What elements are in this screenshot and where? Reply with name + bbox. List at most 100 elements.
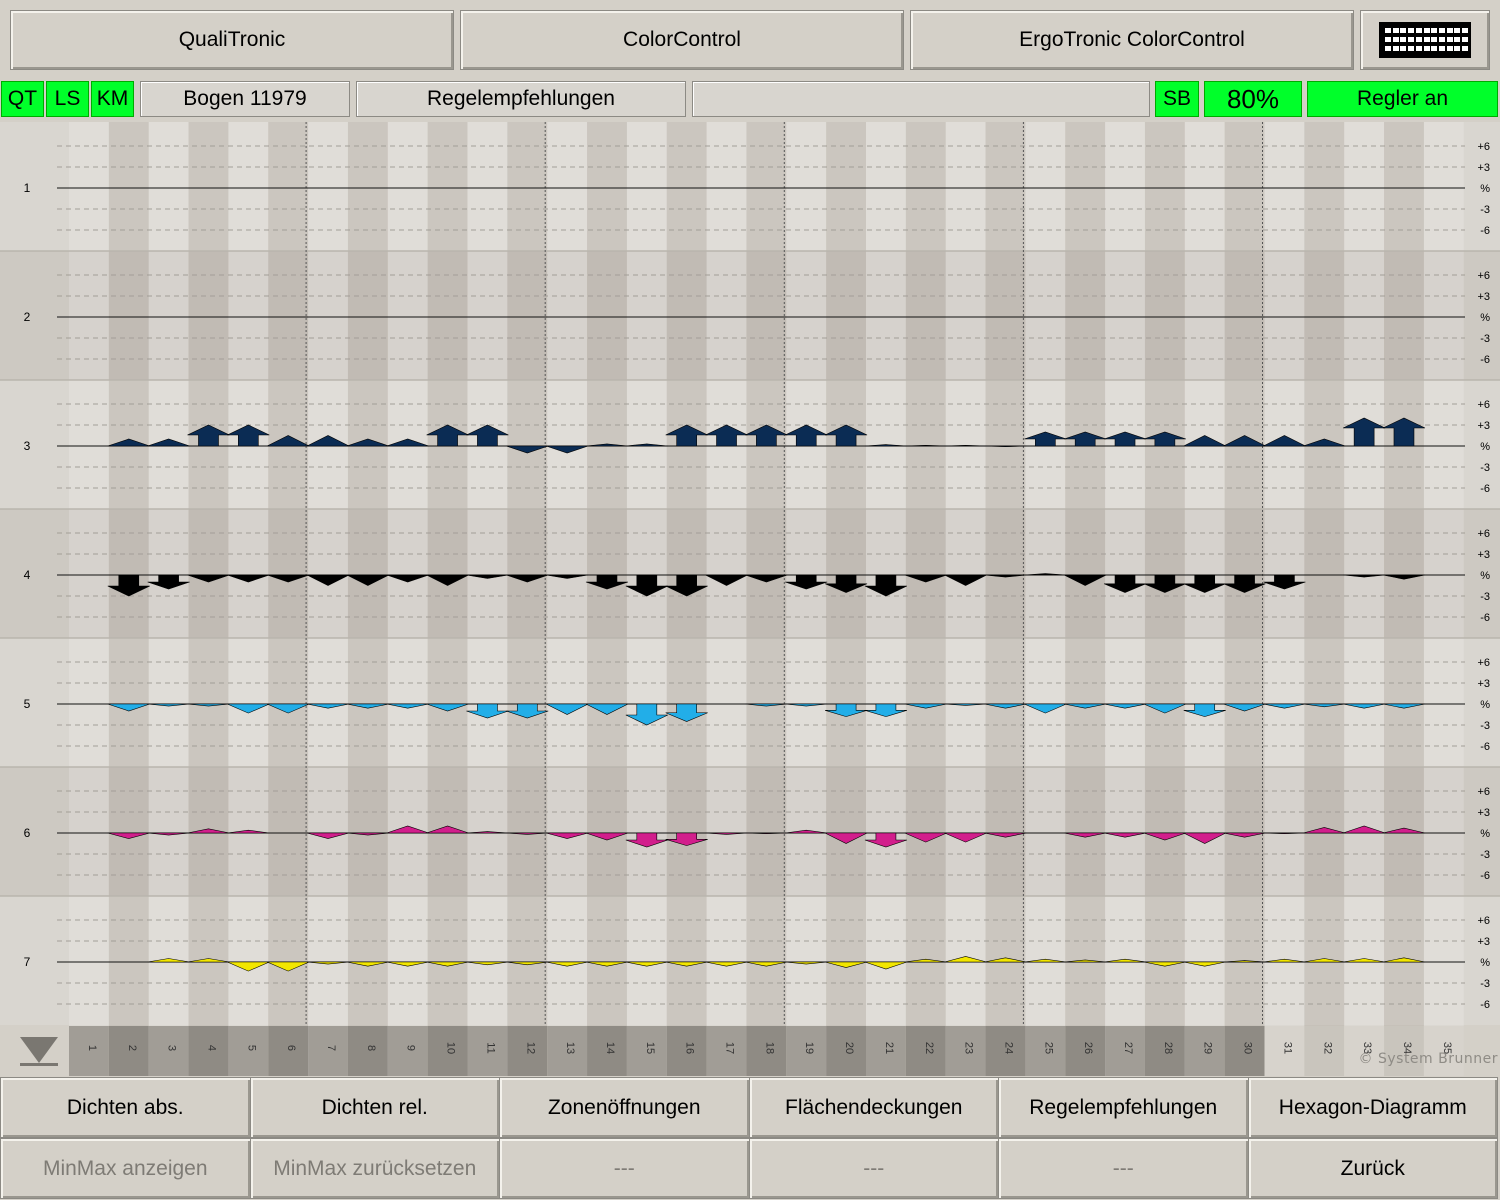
zone-stripe xyxy=(228,122,269,1026)
km-indicator: KM xyxy=(91,81,134,117)
sheet-number: Bogen 11979 xyxy=(140,81,350,117)
recommendation-arrow xyxy=(1143,832,1186,841)
recommendation-arrow xyxy=(1064,431,1107,447)
zone-cell xyxy=(507,1026,548,1076)
zone-label: 29 xyxy=(1202,1042,1214,1054)
keyboard-button[interactable] xyxy=(1360,10,1490,70)
mode-display-label: Regelempfehlungen xyxy=(427,87,615,110)
zone-cell xyxy=(587,1026,627,1076)
recommendation-arrow xyxy=(864,961,908,970)
recommendation-arrow xyxy=(1024,431,1067,447)
footer-button-1-6[interactable]: Hexagon-Diagramm xyxy=(1247,1077,1498,1138)
tab-colorcontrol-label: ColorControl xyxy=(623,28,741,51)
zone-cell xyxy=(108,1026,149,1076)
recommendation-arrow xyxy=(506,961,549,966)
recommendation-arrow xyxy=(1382,957,1426,963)
recommendation-arrow xyxy=(904,958,947,963)
tab-ergotronic-label: ErgoTronic ColorControl xyxy=(1019,28,1245,51)
zone-cell xyxy=(347,1026,388,1076)
recommendation-arrow xyxy=(745,961,788,967)
zone-cell xyxy=(188,1026,229,1076)
footer-button-1-4[interactable]: Flächendeckungen xyxy=(748,1077,999,1138)
zone-cell xyxy=(1224,1026,1265,1076)
recommendation-arrow xyxy=(1103,832,1147,838)
zone-stripe xyxy=(268,122,309,1026)
zone-cell xyxy=(666,1026,707,1076)
zone-label: 17 xyxy=(724,1042,736,1054)
zone-label: 7 xyxy=(325,1045,337,1051)
scale-label: -3 xyxy=(1480,333,1490,345)
scale-label: +3 xyxy=(1477,936,1490,948)
footer-button-2-2[interactable]: MinMax zurücksetzen xyxy=(249,1138,500,1199)
recommendation-arrow xyxy=(625,961,668,967)
zone-stripe xyxy=(1423,122,1464,1026)
scale-label: +3 xyxy=(1477,549,1490,561)
tab-ergotronic-colorcontrol[interactable]: ErgoTronic ColorControl xyxy=(910,10,1354,70)
zone-stripe xyxy=(666,122,707,1026)
tab-colorcontrol[interactable]: ColorControl xyxy=(460,10,904,70)
scale-label: -6 xyxy=(1480,354,1490,366)
recommendation-arrow xyxy=(426,825,469,834)
recommendation-arrow xyxy=(824,961,868,968)
message-field xyxy=(692,81,1150,117)
zone-stripe xyxy=(188,122,229,1026)
copyright-notice: © System Brunner xyxy=(1358,1051,1498,1067)
footer-button-1-1[interactable]: Dichten abs. xyxy=(0,1077,251,1138)
tab-qualitronic[interactable]: QualiTronic xyxy=(10,10,454,70)
zone-cell xyxy=(1144,1026,1185,1076)
zone-stripe xyxy=(507,122,548,1026)
footer-button-2-4[interactable]: --- xyxy=(748,1138,999,1199)
footer-button-1-2[interactable]: Dichten rel. xyxy=(249,1077,500,1138)
controller-status[interactable]: Regler an xyxy=(1307,81,1498,117)
zone-cell xyxy=(985,1026,1026,1076)
zone-label: 33 xyxy=(1361,1042,1373,1054)
scale-label: % xyxy=(1480,441,1490,453)
footer-button-2-5[interactable]: --- xyxy=(998,1138,1249,1199)
recommendation-arrow xyxy=(107,438,150,447)
recommendation-arrow xyxy=(1064,574,1107,586)
recommendation-arrow xyxy=(346,438,389,447)
recommendation-arrow xyxy=(546,445,589,454)
footer-button-2-1[interactable]: MinMax anzeigen xyxy=(0,1138,251,1199)
recommendation-arrow xyxy=(705,832,748,835)
recommendation-arrow xyxy=(944,832,987,843)
recommendation-arrow xyxy=(1263,832,1306,835)
zone-cell xyxy=(148,1026,189,1076)
km-label: KM xyxy=(96,87,129,110)
recommendation-arrow xyxy=(785,703,828,707)
zone-stripe xyxy=(427,122,468,1026)
recommendation-arrow xyxy=(1143,431,1186,447)
zone-label: 9 xyxy=(405,1045,417,1051)
recommendation-arrow xyxy=(585,703,629,715)
footer-button-1-5[interactable]: Regelempfehlungen xyxy=(998,1077,1249,1138)
recommendation-arrow xyxy=(864,832,908,848)
footer-button-2-3[interactable]: --- xyxy=(499,1138,750,1199)
triangle-down-icon[interactable] xyxy=(18,1033,60,1067)
scale-label: +6 xyxy=(1477,270,1490,282)
recommendation-arrow xyxy=(1103,958,1147,963)
zone-label: 25 xyxy=(1042,1042,1054,1054)
recommendation-arrow xyxy=(1303,958,1346,963)
recommendation-arrow xyxy=(625,832,668,848)
row-label: 7 xyxy=(24,955,31,969)
recommendation-arrow xyxy=(665,424,708,447)
recommendation-arrow xyxy=(1223,832,1266,838)
recommendation-arrow xyxy=(1143,961,1186,967)
zone-cell xyxy=(905,1026,946,1076)
recommendation-arrow xyxy=(625,443,668,447)
recommendation-arrow xyxy=(1303,703,1346,708)
recommendation-arrow xyxy=(824,574,868,593)
footer-button-label: --- xyxy=(863,1156,885,1180)
recommendation-arrow xyxy=(1064,703,1107,709)
tab-qualitronic-label: QualiTronic xyxy=(178,28,286,51)
recommendation-arrow xyxy=(665,961,708,967)
zone-cell xyxy=(387,1026,428,1076)
zone-stripe xyxy=(1224,122,1265,1026)
footer-button-label: MinMax anzeigen xyxy=(42,1156,208,1180)
zone-stripe xyxy=(308,122,348,1026)
recommendation-arrow xyxy=(904,444,947,447)
zone-stripe xyxy=(706,122,747,1026)
footer-button-2-6[interactable]: Zurück xyxy=(1247,1138,1498,1199)
footer-button-1-3[interactable]: Zonenöffnungen xyxy=(499,1077,750,1138)
recommendation-arrow xyxy=(346,961,389,967)
